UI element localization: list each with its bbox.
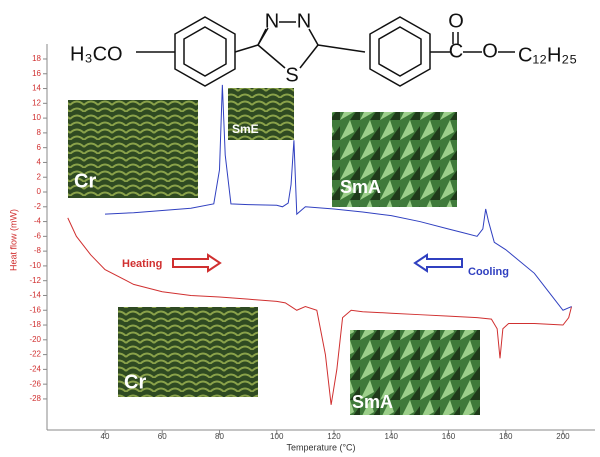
y-tick-label: -26 <box>29 379 41 388</box>
y-tick-label: 14 <box>32 84 41 93</box>
x-tick-label: 180 <box>499 432 513 441</box>
y-tick-label: -22 <box>29 350 41 359</box>
y-tick-label: 12 <box>32 98 41 107</box>
x-tick-label: 200 <box>556 432 570 441</box>
y-tick-label: -18 <box>29 320 41 329</box>
micrograph <box>350 330 480 415</box>
molecule-label: S <box>285 64 298 86</box>
molecule-label: C <box>449 40 463 62</box>
y-tick-label: -20 <box>29 335 41 344</box>
x-tick-label: 120 <box>327 432 341 441</box>
series-line <box>67 217 573 405</box>
annotation: SmA <box>340 177 381 197</box>
x-tick-label: 40 <box>101 432 110 441</box>
molecule-label: N <box>265 10 279 32</box>
annotation: SmE <box>232 122 259 136</box>
micrograph <box>118 307 258 397</box>
y-tick-label: -6 <box>34 231 42 240</box>
micrograph <box>228 88 294 140</box>
annotation: Cooling <box>468 266 509 278</box>
heating-arrow <box>172 253 222 273</box>
molecule <box>136 16 515 87</box>
y-tick-label: 8 <box>37 128 42 137</box>
series-line <box>104 84 572 311</box>
x-tick-label: 60 <box>158 432 167 441</box>
y-tick-label: -8 <box>34 246 42 255</box>
y-tick-label: 10 <box>32 113 41 122</box>
annotation: Cr <box>74 170 96 192</box>
y-axis-label: Heat flow (mW) <box>8 209 18 271</box>
annotation: Heating <box>122 258 162 270</box>
annotation: SmA <box>352 392 393 412</box>
molecule-label: N <box>297 10 311 32</box>
cooling-arrow <box>413 253 463 273</box>
micrograph <box>68 100 198 198</box>
x-tick-label: 160 <box>442 432 456 441</box>
y-tick-label: -14 <box>29 291 41 300</box>
y-tick-label: 18 <box>32 54 41 63</box>
y-tick-label: 4 <box>37 158 42 167</box>
y-tick-label: -16 <box>29 305 41 314</box>
x-axis-label: Temperature (°C) <box>286 442 355 452</box>
annotation: Cr <box>124 371 146 393</box>
x-tick-label: 100 <box>270 432 284 441</box>
molecule-label: H₃CO <box>70 43 123 65</box>
molecule-label: O <box>482 40 498 62</box>
y-tick-label: -28 <box>29 394 41 403</box>
molecule-label: O <box>448 10 464 32</box>
y-tick-label: -12 <box>29 276 41 285</box>
molecule-label: C₁₂H₂₅ <box>518 44 577 66</box>
y-tick-label: -24 <box>29 364 41 373</box>
y-tick-label: -4 <box>34 217 42 226</box>
x-tick-label: 80 <box>215 432 224 441</box>
y-tick-label: -2 <box>34 202 42 211</box>
micrograph <box>332 112 457 207</box>
y-tick-label: 16 <box>32 69 41 78</box>
y-tick-label: 6 <box>37 143 42 152</box>
y-tick-label: 2 <box>37 172 42 181</box>
x-tick-label: 140 <box>385 432 399 441</box>
y-tick-label: 0 <box>37 187 42 196</box>
y-tick-label: -10 <box>29 261 41 270</box>
